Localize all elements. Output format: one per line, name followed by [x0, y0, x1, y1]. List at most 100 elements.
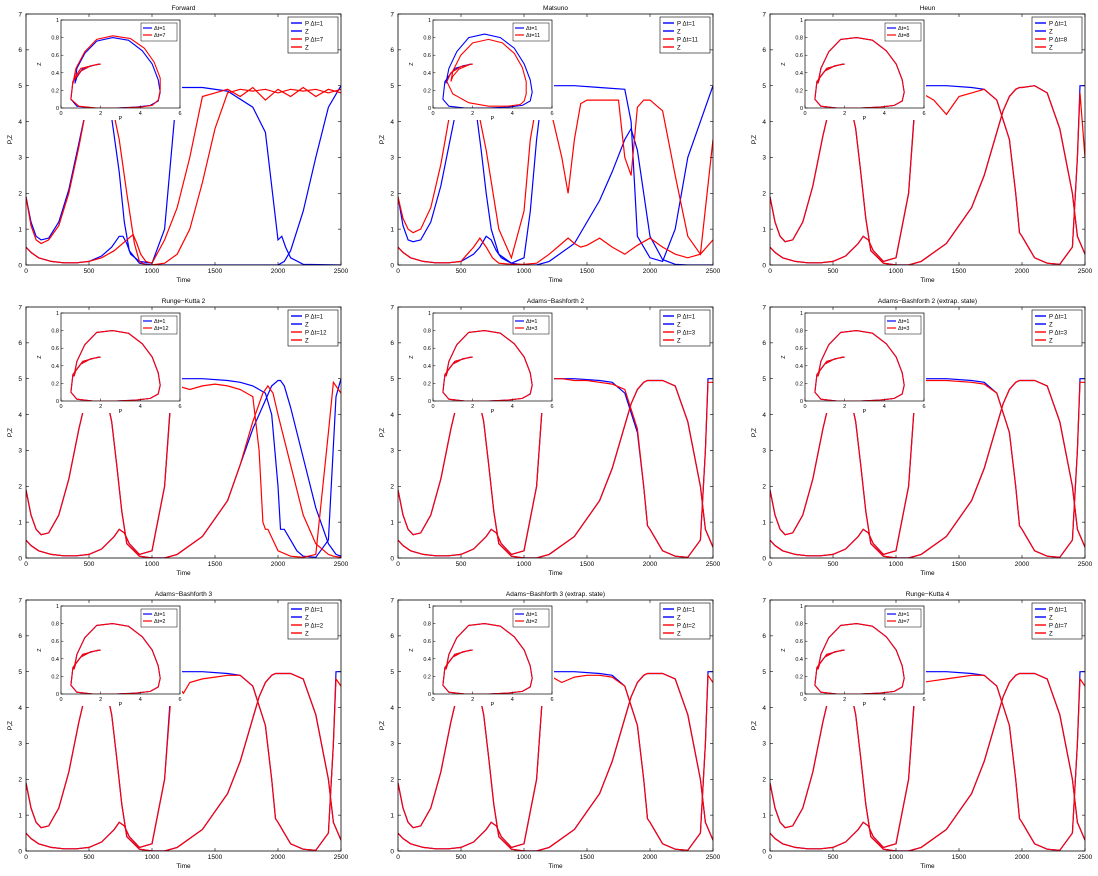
y-tick-label: 5 [390, 669, 394, 676]
y-tick-label: 4 [390, 119, 394, 126]
legend-entry: P Δt=1 [677, 607, 696, 613]
inset-legend-entry: Δt=8 [898, 33, 909, 39]
y-axis-label: P,Z [751, 135, 758, 144]
legend-entry: P Δt=1 [677, 314, 696, 320]
inset-legend-entry: Δt=1 [526, 612, 537, 618]
x-axis-label: Time [920, 277, 935, 284]
inset-x-tick-label: 2 [99, 697, 102, 703]
legend-entry: P Δt=1 [305, 21, 324, 27]
series-line-3 [398, 672, 713, 851]
y-tick-label: 3 [762, 741, 766, 748]
y-tick-label: 7 [390, 597, 394, 604]
y-tick-label: 6 [762, 340, 766, 347]
legend: P Δt=1 Z P Δt=7 Z [287, 16, 339, 54]
inset-y-tick-label: 0.2 [423, 674, 431, 680]
inset-legend: Δt=1Δt=2 [140, 608, 178, 628]
inset-series-group [814, 623, 905, 694]
inset-y-tick-label: 0.8 [51, 329, 59, 335]
x-tick-label: 2000 [643, 268, 658, 275]
y-axis-label: P,Z [379, 135, 386, 144]
x-tick-label: 0 [768, 268, 772, 275]
y-tick-label: 1 [390, 812, 394, 819]
y-tick-label: 5 [762, 376, 766, 383]
legend-entry: Z [677, 322, 681, 328]
inset-y-tick-label: 0.4 [51, 364, 59, 370]
x-tick-label: 2000 [1015, 854, 1030, 861]
inset-y-tick-label: 0.6 [51, 639, 59, 645]
subplot-title: Runge−Kutta 2 [162, 298, 206, 305]
x-axis-label: Time [920, 570, 935, 577]
y-tick-label: 1 [762, 519, 766, 526]
legend-entry: P Δt=11 [677, 37, 699, 43]
inset-x-axis-label: P [119, 409, 123, 415]
inset-x-tick-label: 6 [178, 697, 181, 703]
inset-x-tick-label: 4 [883, 697, 886, 703]
inset-y-tick-label: 1 [800, 604, 803, 610]
inset-y-tick-label: 0 [800, 106, 803, 112]
series-line-4 [398, 378, 713, 558]
series-line-4 [26, 674, 341, 851]
x-tick-label: 0 [396, 561, 400, 568]
axes-frame [769, 306, 1086, 559]
axes-frame [25, 13, 342, 266]
y-tick-label: 0 [390, 848, 394, 855]
inset-series-group [814, 37, 905, 108]
y-tick-label: 3 [390, 155, 394, 162]
x-tick-label: 1500 [580, 268, 595, 275]
y-tick-label: 7 [18, 597, 22, 604]
inset-legend-entry: Δt=1 [154, 319, 165, 325]
legend-entry: P Δt=7 [305, 37, 324, 43]
legend: P Δt=1 Z P Δt=7 Z [1031, 602, 1083, 640]
inset-y-tick-label: 0.6 [51, 53, 59, 59]
inset-x-tick-label: 4 [139, 697, 142, 703]
inset-x-axis-label: P [863, 702, 867, 708]
inset-frame [432, 19, 553, 109]
x-tick-label: 2500 [334, 854, 349, 861]
x-tick-label: 500 [828, 561, 839, 568]
y-tick-label: 2 [18, 191, 22, 198]
y-axis-label: P,Z [751, 721, 758, 730]
inset-y-tick-label: 0.2 [51, 381, 59, 387]
inset-x-tick-label: 6 [922, 111, 925, 117]
y-tick-label: 0 [18, 848, 22, 855]
legend-entry: P Δt=1 [305, 314, 324, 320]
inset-series-line-2 [814, 330, 905, 401]
x-axis-label: Time [548, 277, 563, 284]
inset-legend-entry: Δt=1 [526, 26, 537, 32]
inset-y-tick-label: 0.8 [423, 36, 431, 42]
x-axis-label: Time [176, 277, 191, 284]
y-tick-label: 3 [390, 448, 394, 455]
y-tick-label: 5 [18, 376, 22, 383]
subplot-6: Adams−Bashforth 2 (extrap. state)0 500 100… [751, 298, 1093, 577]
subplot-9: Runge−Kutta 4 0 500 1000 1500 2000 2500 0 1 2 3 4 5 6… [751, 591, 1093, 870]
legend-entry: Z [305, 631, 309, 637]
y-tick-label: 7 [390, 11, 394, 18]
inset-x-tick-label: 0 [431, 111, 434, 117]
x-tick-label: 2500 [706, 854, 721, 861]
y-tick-label: 1 [18, 226, 22, 233]
x-tick-label: 0 [24, 561, 28, 568]
x-tick-label: 2000 [271, 268, 286, 275]
inset-x-tick-label: 6 [178, 404, 181, 410]
inset-series-line-2 [814, 37, 905, 108]
x-tick-label: 1500 [208, 561, 223, 568]
inset-x-tick-label: 4 [139, 404, 142, 410]
x-tick-label: 0 [24, 268, 28, 275]
inset-y-tick-label: 0.6 [423, 639, 431, 645]
legend-entry: Z [1049, 615, 1053, 621]
inset-x-tick-label: 4 [883, 404, 886, 410]
inset-legend-entry: Δt=1 [898, 612, 909, 618]
legend-entry: Z [1049, 322, 1053, 328]
subplot-7: Adams−Bashforth 30 500 1000 1500 2000 2500012… [7, 591, 349, 870]
inset-y-axis-label: Z [37, 62, 43, 66]
y-tick-label: 0 [18, 555, 22, 562]
inset-legend: Δt=1Δt=7 [884, 608, 922, 628]
legend-entry: Z [677, 29, 681, 35]
y-tick-label: 0 [762, 262, 766, 269]
legend-entry: Z [305, 322, 309, 328]
inset-x-tick-label: 2 [843, 404, 846, 410]
inset-series-group [442, 330, 533, 401]
x-tick-label: 1500 [580, 561, 595, 568]
series-line-4 [398, 673, 713, 851]
